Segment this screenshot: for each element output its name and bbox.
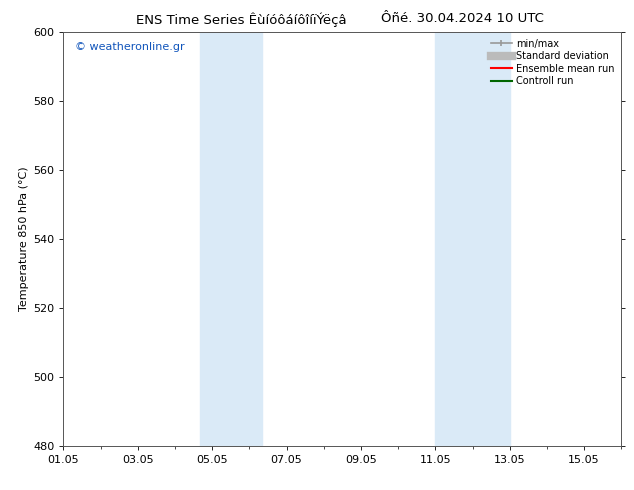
Y-axis label: Temperature 850 hPa (°C): Temperature 850 hPa (°C): [19, 167, 29, 311]
Text: Ôñé. 30.04.2024 10 UTC: Ôñé. 30.04.2024 10 UTC: [382, 12, 544, 25]
Legend: min/max, Standard deviation, Ensemble mean run, Controll run: min/max, Standard deviation, Ensemble me…: [489, 37, 616, 88]
Bar: [436, 32, 510, 446]
Text: © weatheronline.gr: © weatheronline.gr: [75, 42, 184, 52]
Text: ENS Time Series ÊùíóôáíôîíïÝëçâ: ENS Time Series ÊùíóôáíôîíïÝëçâ: [136, 12, 346, 27]
Bar: [200, 32, 262, 446]
